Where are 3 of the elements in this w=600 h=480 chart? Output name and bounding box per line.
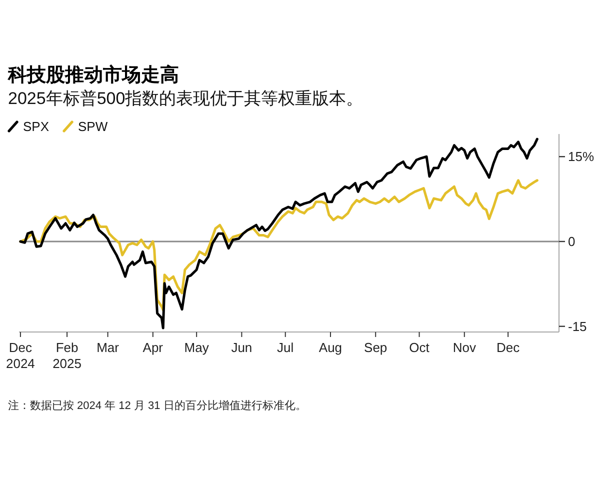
title: 科技股推动市场走高 [8, 65, 179, 86]
note: 注：数据已按 2024 年 12 月 31 日的百分比增值进行标准化。 [8, 400, 306, 412]
subtitle: 2025年标普500指数的表现优于其等权重版本。 [8, 89, 364, 108]
